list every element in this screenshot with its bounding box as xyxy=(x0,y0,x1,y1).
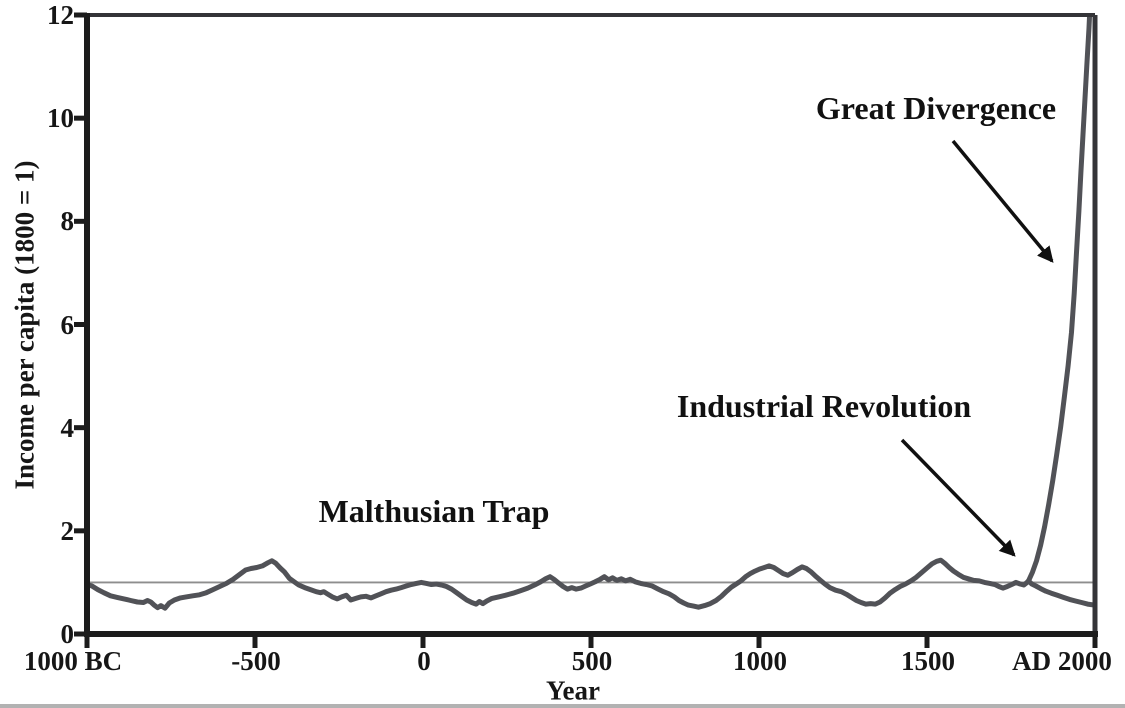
y-tick-label-0: 0 xyxy=(60,619,75,649)
figure-bottom-edge xyxy=(0,704,1125,708)
annotation-industrial-revolution: Industrial Revolution xyxy=(676,388,972,424)
x-tick-label-500: 500 xyxy=(571,646,613,676)
annotation-arrow-1 xyxy=(900,438,1016,557)
y-tick-label-10: 10 xyxy=(47,103,74,134)
y-tick-label-4: 4 xyxy=(60,412,75,443)
x-tick-label-0: 0 xyxy=(417,646,431,676)
series-line-1 xyxy=(1026,15,1093,584)
y-tick-label-6: 6 xyxy=(60,309,75,340)
annotation-arrow-0 xyxy=(951,139,1054,263)
x-axis-title: Year xyxy=(546,675,600,706)
x-tick-label--500: -500 xyxy=(231,646,281,676)
x-tick-label--1000: 1000 BC xyxy=(23,646,123,676)
x-tick-label-2000: AD 2000 xyxy=(1012,646,1112,676)
series-line-2 xyxy=(1026,578,1095,608)
x-tick-label-1000: 1000 xyxy=(733,646,787,676)
annotation-great-divergence: Great Divergence xyxy=(815,90,1057,126)
series-line-0 xyxy=(87,557,1031,611)
x-tick-label-1500: 1500 xyxy=(901,646,955,676)
y-tick-label-2: 2 xyxy=(60,515,75,546)
y-tick-label-12: 12 xyxy=(47,0,74,30)
y-tick-label-8: 8 xyxy=(60,206,75,237)
annotation-malthusian-trap: Malthusian Trap xyxy=(318,493,550,529)
